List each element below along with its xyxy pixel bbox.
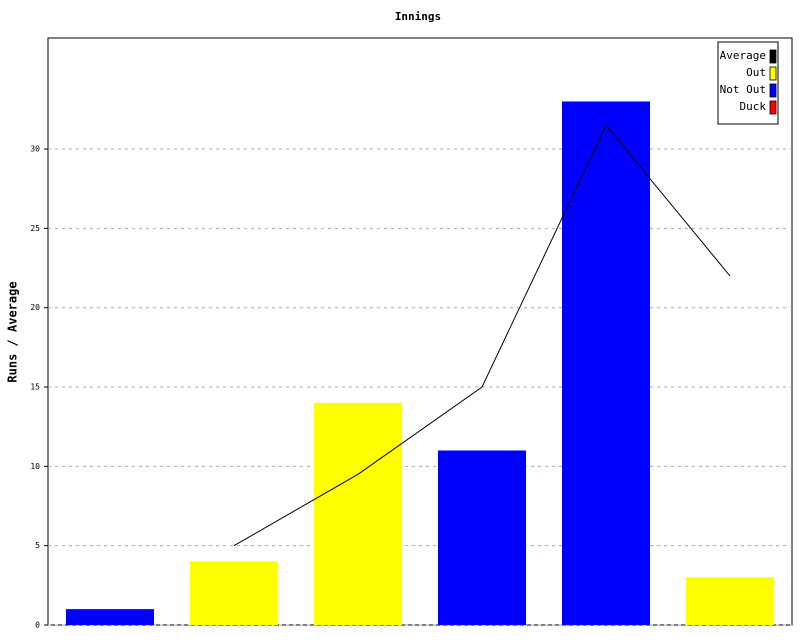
legend-label: Out — [746, 66, 766, 79]
chart-title: Innings — [395, 10, 441, 23]
line — [233, 124, 731, 547]
bar — [65, 609, 155, 625]
y-tick-label: 10 — [30, 462, 40, 471]
y-tick-label: 30 — [30, 145, 40, 154]
legend-swatch — [769, 83, 777, 98]
y-tick-label: 5 — [35, 541, 40, 550]
legend-label: Average — [720, 49, 766, 62]
legend-swatch — [769, 49, 777, 64]
y-tick-label: 15 — [30, 383, 40, 392]
bar — [437, 450, 527, 625]
y-tick-label: 25 — [30, 224, 40, 233]
legend-label: Not Out — [720, 83, 766, 96]
bar — [189, 561, 279, 625]
plot-frame — [47, 37, 793, 626]
bar — [313, 402, 403, 625]
legend-swatch — [769, 66, 777, 81]
bar — [685, 577, 775, 625]
y-axis-label: Runs / Average — [6, 281, 20, 382]
bar — [561, 101, 651, 625]
legend-box — [717, 41, 779, 125]
y-tick-label: 0 — [35, 621, 40, 630]
legend-label: Duck — [740, 100, 767, 113]
y-tick-label: 20 — [30, 303, 40, 312]
legend-swatch — [769, 100, 777, 115]
